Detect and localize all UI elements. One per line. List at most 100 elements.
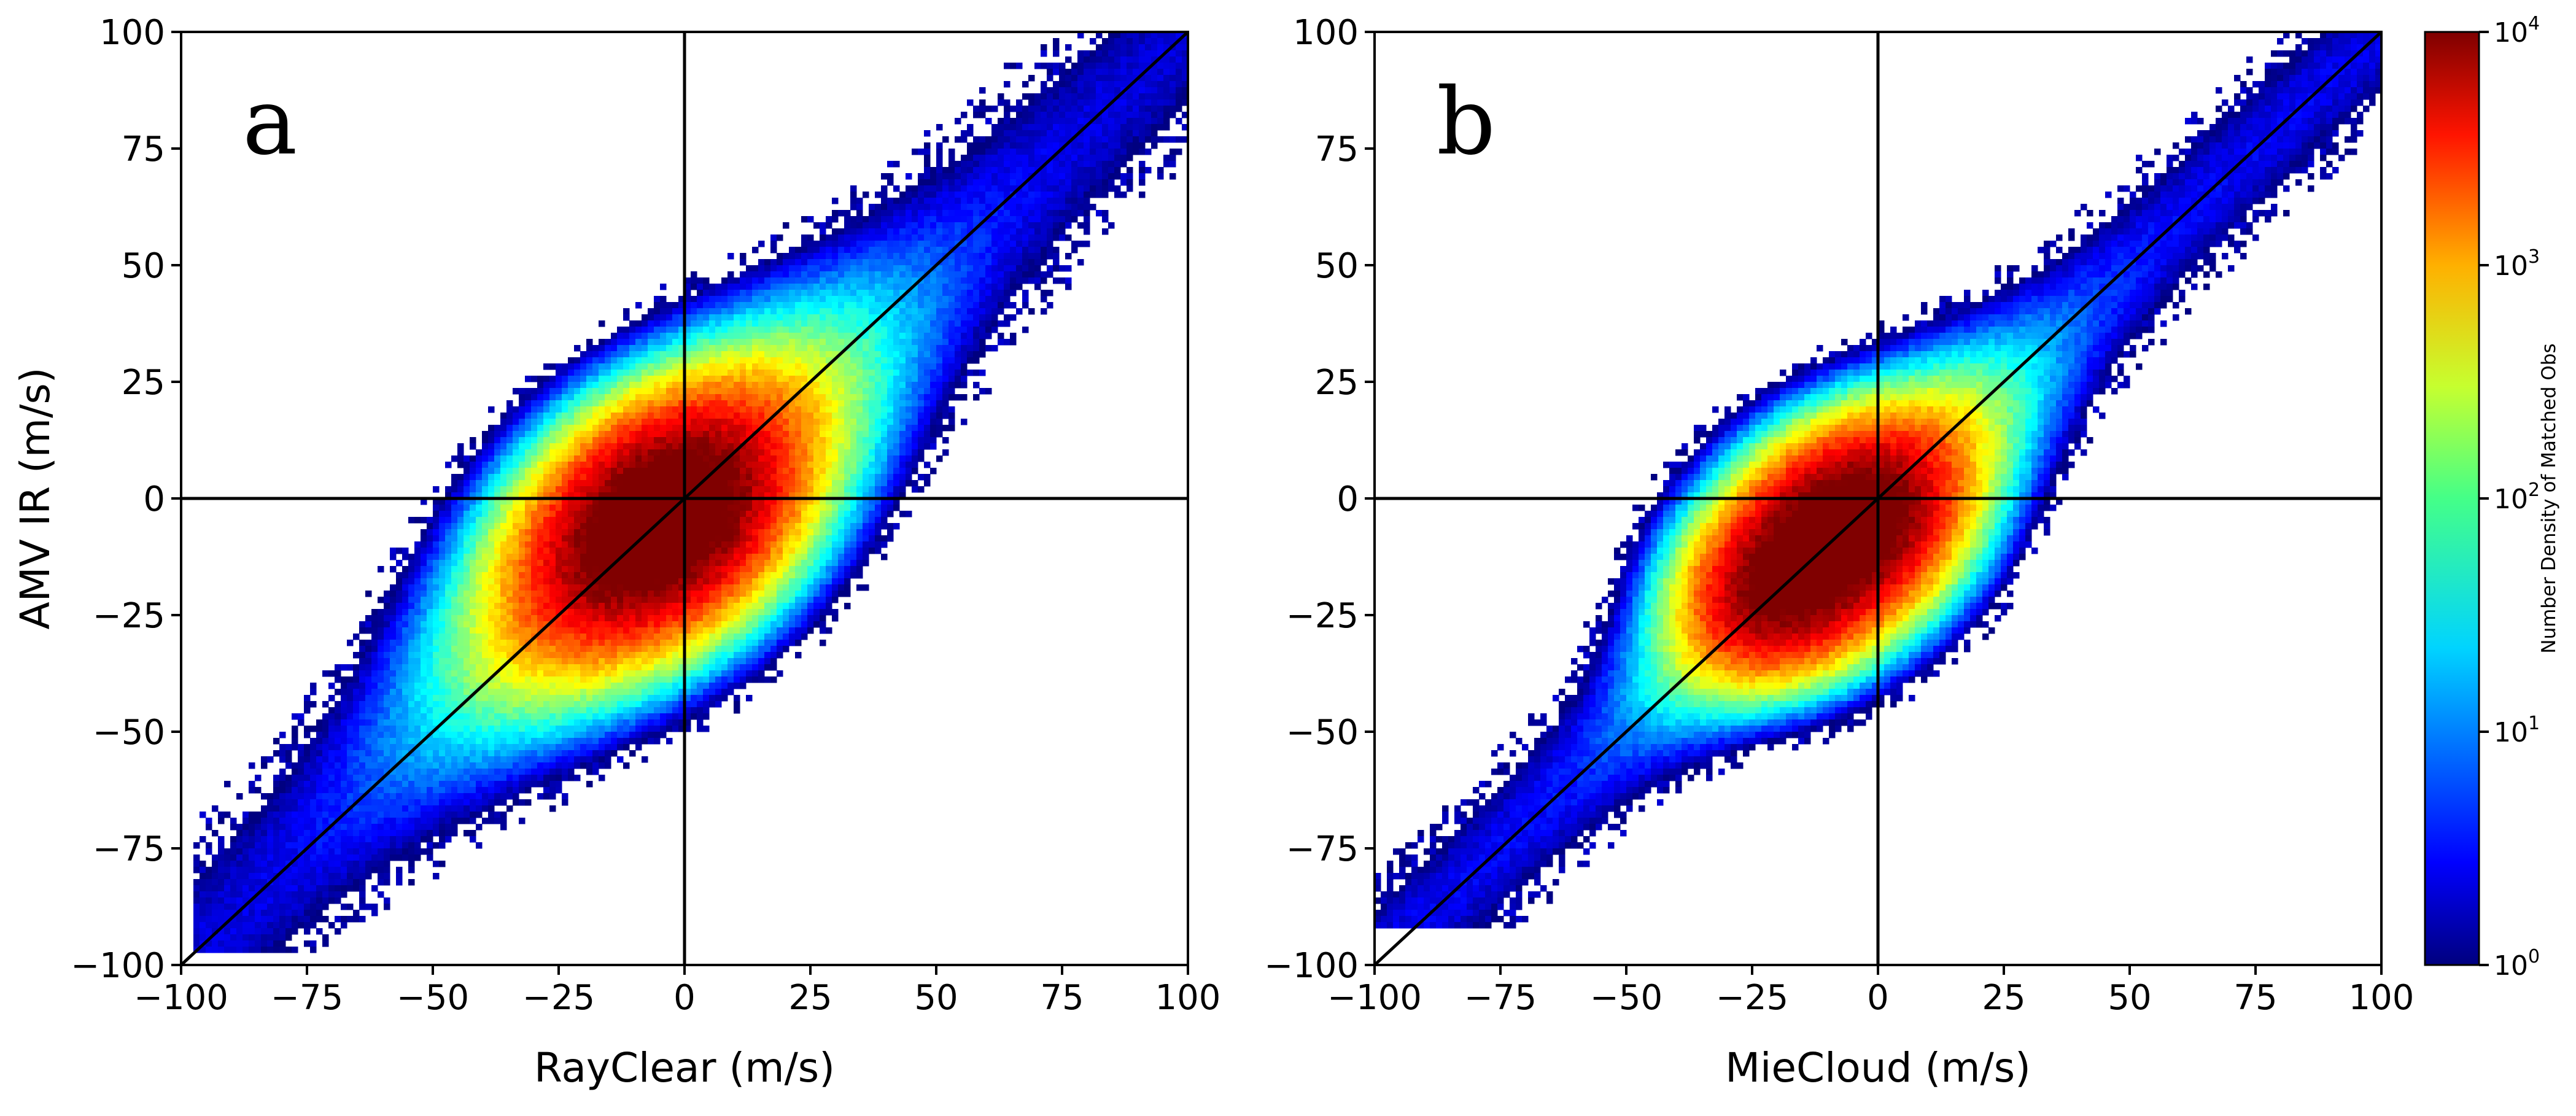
density-bin	[488, 578, 495, 585]
density-bin	[445, 548, 452, 554]
density-bin	[697, 406, 704, 413]
density-bin	[1071, 216, 1078, 223]
density-bin	[1016, 277, 1023, 284]
density-bin	[906, 455, 912, 462]
density-bin	[789, 320, 796, 327]
density-bin	[777, 320, 783, 327]
density-bin	[961, 290, 968, 296]
density-bin	[899, 455, 906, 462]
density-bin	[1022, 302, 1029, 309]
density-bin	[1053, 247, 1060, 254]
density-bin	[685, 345, 691, 352]
density-bin	[672, 431, 679, 438]
density-bin	[580, 357, 587, 364]
density-bin	[1151, 118, 1158, 125]
density-bin	[1084, 185, 1090, 192]
density-bin	[513, 480, 519, 487]
density-bin	[1047, 149, 1053, 155]
density-bin	[513, 449, 519, 456]
density-bin	[746, 462, 753, 468]
density-bin	[740, 572, 747, 579]
density-bin	[654, 419, 661, 425]
density-bin	[1041, 99, 1047, 106]
density-bin	[777, 486, 783, 493]
density-bin	[414, 517, 421, 524]
density-bin	[869, 406, 875, 413]
density-bin	[832, 277, 839, 284]
density-bin	[537, 523, 544, 530]
density-bin	[1071, 93, 1078, 100]
density-bin	[562, 419, 568, 425]
density-bin	[770, 578, 777, 585]
density-bin	[764, 370, 771, 376]
density-bin	[1041, 50, 1047, 57]
density-bin	[617, 443, 624, 450]
density-bin	[513, 566, 519, 573]
density-bin	[666, 523, 673, 530]
density-bin	[660, 314, 667, 321]
density-bin	[660, 320, 667, 327]
density-bin	[936, 210, 943, 217]
density-bin	[740, 541, 747, 548]
density-bin	[709, 284, 716, 290]
density-bin	[709, 529, 716, 536]
density-bin	[801, 327, 808, 333]
density-bin	[949, 388, 955, 395]
density-bin	[752, 449, 759, 456]
density-bin	[856, 413, 863, 419]
density-bin	[789, 431, 796, 438]
density-bin	[476, 486, 483, 493]
density-bin	[1157, 87, 1164, 94]
density-bin	[863, 296, 869, 303]
density-bin	[605, 535, 611, 542]
density-bin	[1120, 56, 1127, 63]
density-bin	[519, 413, 526, 419]
density-bin	[635, 554, 642, 560]
density-bin	[1022, 124, 1029, 131]
density-bin	[813, 419, 820, 425]
density-bin	[844, 333, 851, 339]
density-bin	[991, 124, 998, 131]
density-bin	[513, 388, 519, 395]
density-bin	[832, 443, 839, 450]
density-bin	[912, 253, 918, 260]
density-bin	[476, 517, 483, 524]
density-bin	[912, 370, 918, 376]
density-bin	[740, 357, 747, 364]
density-bin	[451, 455, 458, 462]
density-bin	[488, 425, 495, 432]
density-bin	[1047, 112, 1053, 118]
density-bin	[1133, 63, 1139, 69]
density-bin	[672, 480, 679, 487]
density-bin	[869, 462, 875, 468]
density-bin	[955, 247, 961, 254]
density-bin	[746, 382, 753, 389]
density-bin	[1077, 161, 1084, 168]
density-bin	[789, 314, 796, 321]
density-bin	[918, 327, 925, 333]
density-bin	[1041, 228, 1047, 235]
density-bin	[813, 572, 820, 579]
density-bin	[506, 498, 513, 505]
density-bin	[881, 388, 888, 395]
density-bin	[592, 406, 599, 413]
density-bin	[1120, 63, 1127, 69]
density-bin	[1151, 142, 1158, 149]
density-bin	[820, 253, 826, 260]
density-bin	[642, 572, 648, 579]
density-bin	[556, 498, 562, 505]
density-bin	[1170, 32, 1176, 39]
density-bin	[506, 554, 513, 560]
density-bin	[875, 406, 882, 413]
density-bin	[856, 277, 863, 284]
density-bin	[691, 455, 697, 462]
density-bin	[795, 505, 802, 511]
density-bin	[562, 554, 568, 560]
density-bin	[715, 320, 722, 327]
density-bin	[599, 370, 605, 376]
density-bin	[1084, 149, 1090, 155]
density-bin	[1022, 327, 1029, 333]
density-bin	[727, 327, 734, 333]
density-bin	[961, 265, 968, 272]
density-bin	[955, 327, 961, 333]
